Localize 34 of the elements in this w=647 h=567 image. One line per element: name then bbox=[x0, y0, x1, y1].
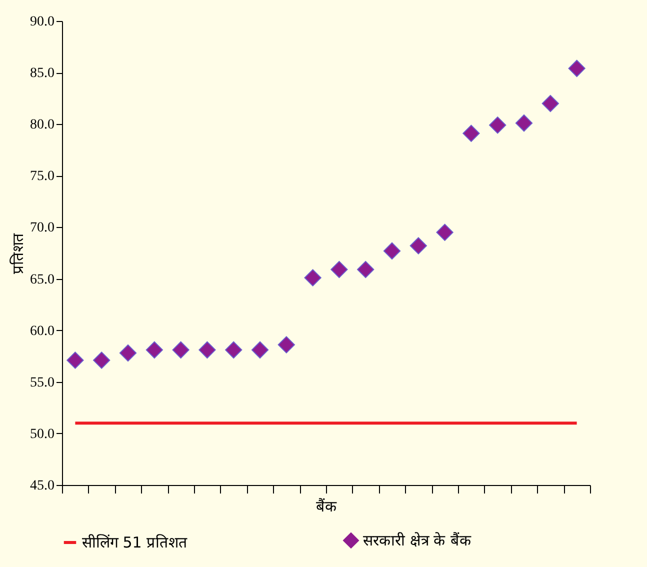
point bbox=[304, 269, 322, 286]
point bbox=[278, 336, 295, 354]
point bbox=[330, 260, 348, 278]
point bbox=[542, 94, 559, 112]
y-tick-label: 90.0 bbox=[30, 14, 54, 30]
point bbox=[436, 224, 454, 241]
y-tick-label: 45.0 bbox=[30, 478, 54, 494]
legend-label: सरकारी क्षेत्र के बैंक bbox=[363, 531, 472, 550]
point bbox=[489, 116, 506, 134]
point bbox=[198, 341, 216, 358]
y-tick-label: 75.0 bbox=[30, 169, 54, 184]
y-tick-label: 85.0 bbox=[30, 66, 54, 82]
point bbox=[251, 341, 269, 358]
point bbox=[66, 352, 84, 369]
point bbox=[568, 60, 586, 77]
point bbox=[93, 352, 110, 369]
y-tick-label: 80.0 bbox=[30, 118, 54, 133]
point bbox=[462, 124, 480, 142]
point bbox=[515, 114, 533, 132]
point bbox=[146, 341, 163, 358]
point bbox=[119, 344, 137, 362]
point bbox=[172, 341, 190, 358]
x-axis-title: बैंक bbox=[316, 498, 337, 516]
y-tick-label: 65.0 bbox=[30, 272, 54, 288]
y-tick-label: 70.0 bbox=[30, 220, 54, 236]
legend-label: सीलिंग 51 प्रतिशत bbox=[82, 534, 188, 552]
y-tick-label: 55.0 bbox=[30, 375, 54, 390]
point bbox=[410, 237, 427, 254]
point bbox=[357, 260, 374, 278]
point bbox=[225, 341, 242, 358]
y-tick-label: 60.0 bbox=[30, 324, 54, 339]
y-axis-title: प्रतिशत bbox=[9, 233, 27, 274]
y-tick-label: 50.0 bbox=[30, 426, 54, 442]
point bbox=[383, 242, 401, 260]
